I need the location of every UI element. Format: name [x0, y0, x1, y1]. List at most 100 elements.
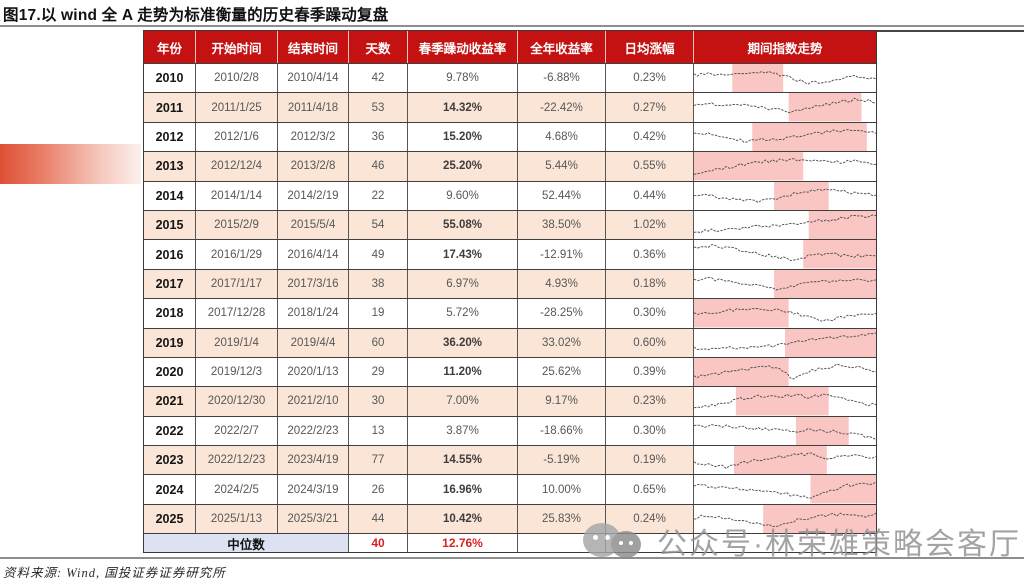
days-cell: 53 — [349, 93, 408, 122]
spring-return-cell: 14.32% — [408, 93, 518, 122]
start-date-cell: 2019/1/4 — [196, 328, 278, 357]
annual-return-cell: 52.44% — [518, 181, 606, 210]
index-trend-sparkline — [694, 181, 876, 210]
start-date-cell: 2010/2/8 — [196, 64, 278, 93]
year-cell: 2024 — [144, 475, 196, 504]
year-cell: 2014 — [144, 181, 196, 210]
watermark-text: 公众号·林荣雄策略会客厅 — [657, 528, 1021, 561]
spring-return-cell: 17.43% — [408, 240, 518, 269]
start-date-cell: 2017/1/17 — [196, 269, 278, 299]
end-date-cell: 2012/3/2 — [278, 122, 349, 152]
annual-return-cell: -6.88% — [518, 64, 606, 93]
end-date-cell: 2019/4/4 — [278, 328, 349, 357]
days-cell: 54 — [349, 210, 408, 240]
year-cell: 2022 — [144, 416, 196, 446]
start-date-cell: 2020/12/30 — [196, 387, 278, 416]
spring-return-cell: 16.96% — [408, 475, 518, 504]
year-cell: 2018 — [144, 299, 196, 328]
daily-gain-cell: 1.02% — [606, 210, 694, 240]
annual-return-cell: 9.17% — [518, 387, 606, 416]
daily-gain-cell: 0.30% — [606, 299, 694, 328]
column-header-spring-return: 春季躁动收益率 — [408, 31, 518, 63]
column-header-days: 天数 — [349, 31, 408, 63]
index-trend-sparkline — [694, 504, 876, 534]
median-empty-cell — [606, 534, 694, 553]
spring-return-cell: 11.20% — [408, 357, 518, 387]
daily-gain-cell: 0.55% — [606, 152, 694, 181]
end-date-cell: 2018/1/24 — [278, 299, 349, 328]
start-date-cell: 2011/1/25 — [196, 93, 278, 122]
annual-return-cell: 10.00% — [518, 475, 606, 504]
year-cell: 2012 — [144, 122, 196, 152]
index-trend-sparkline — [694, 475, 876, 504]
column-header-year: 年份 — [144, 31, 196, 63]
watermark: 公众号·林荣雄策略会客厅 — [583, 518, 1021, 564]
annual-return-cell: 25.83% — [518, 504, 606, 534]
table-row: 2015 2015/2/9 2015/5/4 54 55.08% 38.50% … — [144, 209, 876, 240]
spring-return-cell: 9.78% — [408, 64, 518, 93]
annual-return-cell: 25.62% — [518, 357, 606, 387]
year-cell: 2017 — [144, 269, 196, 299]
column-header-index-trend: 期间指数走势 — [747, 41, 823, 56]
daily-gain-cell: 0.42% — [606, 122, 694, 152]
daily-gain-cell: 0.65% — [606, 475, 694, 504]
spring-return-cell: 10.42% — [408, 504, 518, 534]
table-row: 2025 2025/1/13 2025/3/21 44 10.42% 25.83… — [144, 503, 876, 534]
days-cell: 13 — [349, 416, 408, 446]
days-cell: 49 — [349, 240, 408, 269]
table-row: 2023 2022/12/23 2023/4/19 77 14.55% -5.1… — [144, 445, 876, 475]
annual-return-cell: -22.42% — [518, 93, 606, 122]
index-trend-sparkline — [694, 240, 876, 269]
start-date-cell: 2015/2/9 — [196, 210, 278, 240]
days-cell: 42 — [349, 64, 408, 93]
table-row: 2021 2020/12/30 2021/2/10 30 7.00% 9.17%… — [144, 386, 876, 416]
end-date-cell: 2020/1/13 — [278, 357, 349, 387]
table-row: 2011 2011/1/25 2011/4/18 53 14.32% -22.4… — [144, 92, 876, 122]
table-row: 2019 2019/1/4 2019/4/4 60 36.20% 33.02% … — [144, 327, 876, 357]
start-date-cell: 2022/2/7 — [196, 416, 278, 446]
daily-gain-cell: 0.24% — [606, 504, 694, 534]
end-date-cell: 2025/3/21 — [278, 504, 349, 534]
spring-return-cell: 3.87% — [408, 416, 518, 446]
header-extension-line — [875, 30, 1024, 32]
spring-return-cell: 7.00% — [408, 387, 518, 416]
end-date-cell: 2010/4/14 — [278, 64, 349, 93]
end-date-cell: 2021/2/10 — [278, 387, 349, 416]
annual-return-cell: 38.50% — [518, 210, 606, 240]
annual-return-cell: -28.25% — [518, 299, 606, 328]
start-date-cell: 2012/1/6 — [196, 122, 278, 152]
index-trend-sparkline — [694, 328, 876, 357]
index-trend-sparkline — [694, 416, 876, 446]
column-header-start: 开始时间 — [196, 31, 278, 63]
year-cell: 2015 — [144, 210, 196, 240]
start-date-cell: 2025/1/13 — [196, 504, 278, 534]
start-date-cell: 2024/2/5 — [196, 475, 278, 504]
year-cell: 2019 — [144, 328, 196, 357]
days-cell: 19 — [349, 299, 408, 328]
year-cell: 2025 — [144, 504, 196, 534]
index-trend-sparkline — [694, 122, 876, 152]
year-cell: 2013 — [144, 152, 196, 181]
table-row: 2013 2012/12/4 2013/2/8 46 25.20% 5.44% … — [144, 151, 876, 181]
table-row: 2024 2024/2/5 2024/3/19 26 16.96% 10.00%… — [144, 474, 876, 504]
start-date-cell: 2012/12/4 — [196, 152, 278, 181]
wechat-icon — [583, 518, 649, 564]
index-trend-sparkline — [694, 299, 876, 328]
end-date-cell: 2014/2/19 — [278, 181, 349, 210]
start-date-cell: 2017/12/28 — [196, 299, 278, 328]
index-trend-sparkline — [694, 387, 876, 416]
days-cell: 29 — [349, 357, 408, 387]
table-row: 2012 2012/1/6 2012/3/2 36 15.20% 4.68% 0… — [144, 121, 876, 152]
median-row: 中位数 40 12.76% — [144, 533, 876, 553]
table-row: 2016 2016/1/29 2016/4/14 49 17.43% -12.9… — [144, 239, 876, 269]
annual-return-cell: 4.68% — [518, 122, 606, 152]
year-cell: 2020 — [144, 357, 196, 387]
daily-gain-cell: 0.27% — [606, 93, 694, 122]
days-cell: 26 — [349, 475, 408, 504]
days-cell: 44 — [349, 504, 408, 534]
figure-title: 图17.以 wind 全 A 走势为标准衡量的历史春季躁动复盘 — [3, 7, 389, 24]
table-row: 2017 2017/1/17 2017/3/16 38 6.97% 4.93% … — [144, 268, 876, 299]
spring-return-cell: 15.20% — [408, 122, 518, 152]
days-cell: 30 — [349, 387, 408, 416]
